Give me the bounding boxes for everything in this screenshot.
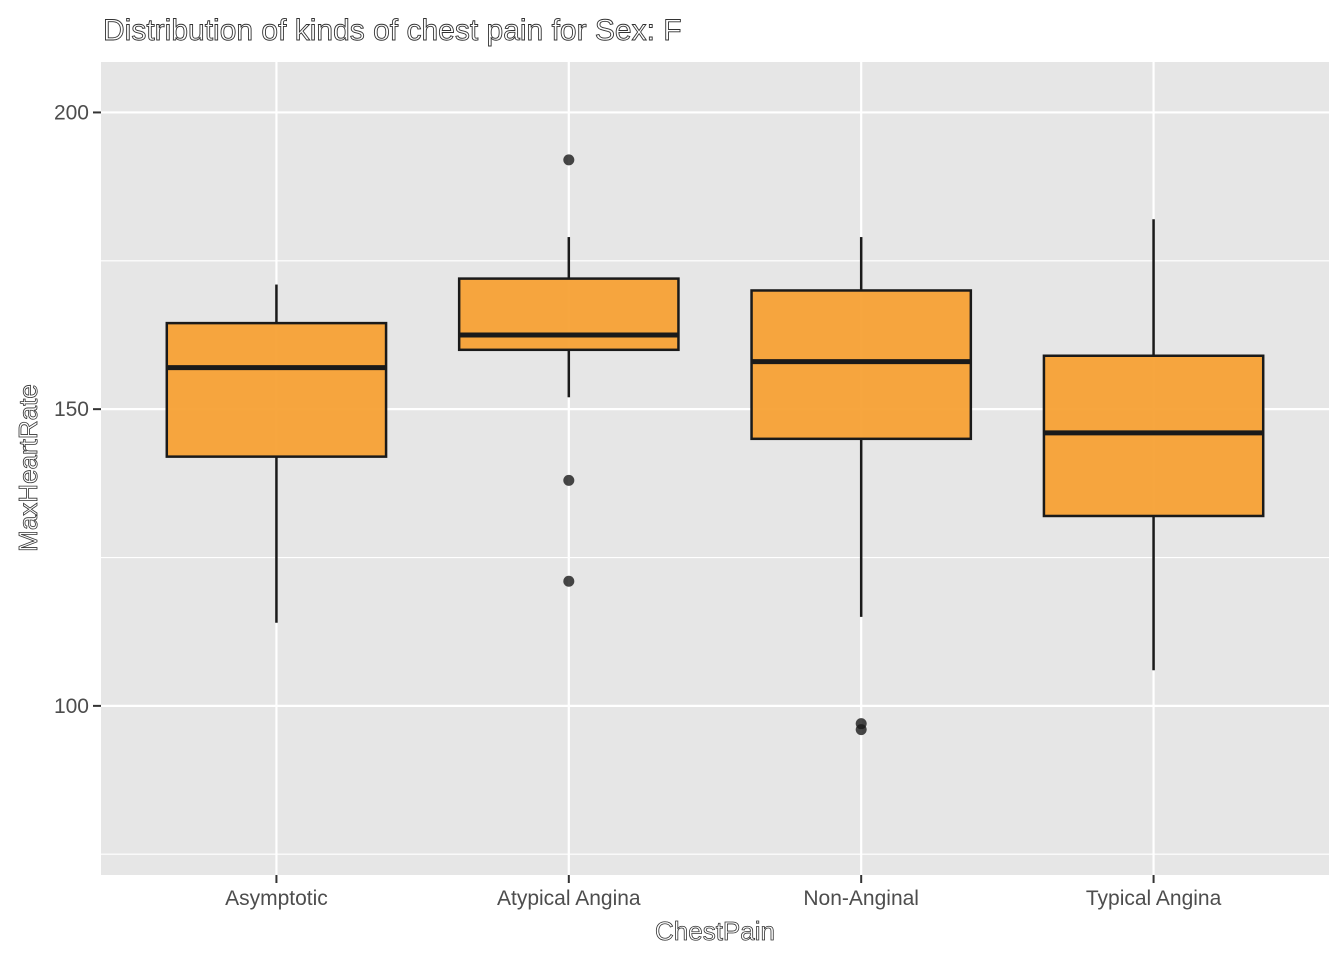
- y-tick-label: 100: [54, 695, 89, 718]
- boxes: [165, 154, 1265, 736]
- box-asymptotic: [165, 284, 388, 623]
- outlier-point: [563, 474, 575, 486]
- outlier-point: [855, 724, 867, 736]
- chart-title: Distribution of kinds of chest pain for …: [103, 14, 682, 47]
- x-tick-label: Atypical Angina: [497, 887, 641, 910]
- box-atypical-angina: [457, 154, 680, 587]
- x-tick-label: Non-Anginal: [803, 887, 919, 910]
- y-tick-label: 150: [54, 398, 89, 421]
- box-non-anginal: [750, 237, 973, 736]
- outlier-point: [563, 154, 575, 166]
- iqr-box: [1042, 354, 1265, 518]
- iqr-box: [750, 289, 973, 441]
- x-tick-label: Asymptotic: [225, 887, 328, 910]
- iqr-box: [165, 321, 388, 458]
- y-axis-title: MaxHeartRate: [13, 384, 43, 552]
- axes: 100 150 200 Asymptotic Atypical Angina Non-An…: [54, 101, 1222, 910]
- iqr-box: [457, 277, 680, 352]
- outlier-point: [563, 575, 575, 587]
- x-axis-title: ChestPain: [655, 916, 775, 946]
- box-typical-angina: [1042, 219, 1265, 671]
- x-tick-label: Typical Angina: [1086, 887, 1222, 910]
- y-tick-label: 200: [54, 101, 89, 124]
